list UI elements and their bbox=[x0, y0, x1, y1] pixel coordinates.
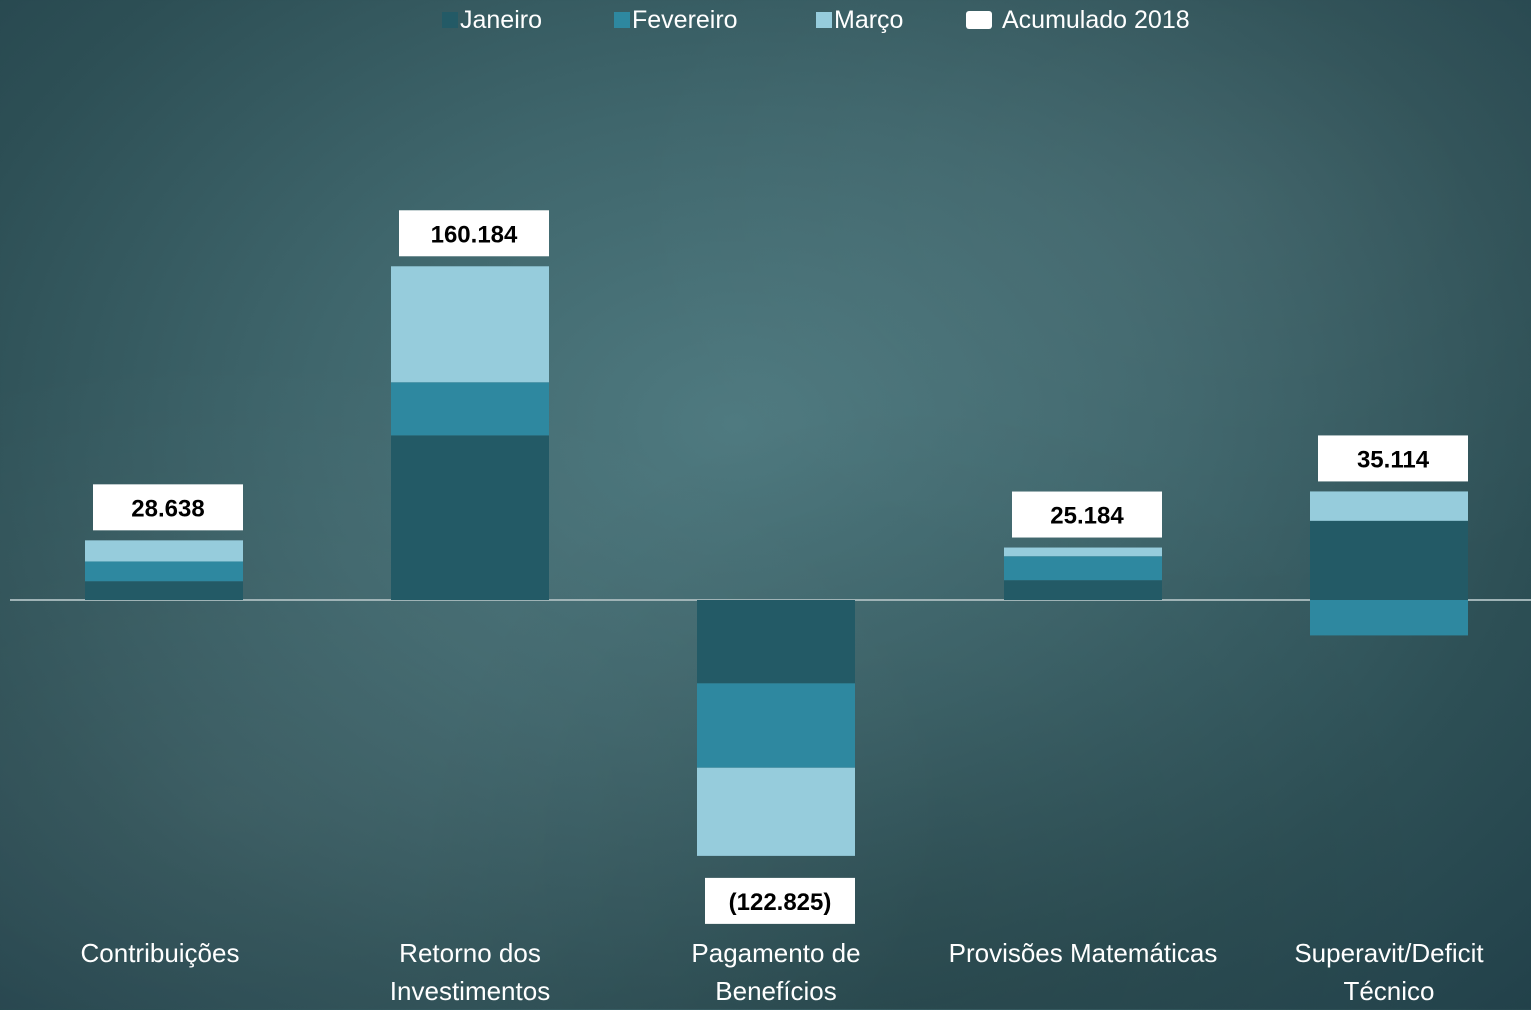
category-label-3: Provisões Matemáticas bbox=[948, 938, 1218, 968]
legend-item-marco: Março bbox=[816, 4, 903, 36]
bar-fevereiro-2 bbox=[697, 683, 855, 768]
accumulated-label-box-0 bbox=[93, 484, 243, 531]
bar-março-1 bbox=[391, 266, 549, 383]
bar-janeiro-1 bbox=[391, 435, 549, 600]
bar-fevereiro-0 bbox=[85, 561, 243, 582]
accumulated-label-box-2 bbox=[705, 877, 855, 924]
bar-fevereiro-1 bbox=[391, 382, 549, 436]
bar-março-4 bbox=[1310, 491, 1468, 521]
bar-janeiro-4 bbox=[1310, 520, 1468, 600]
legend-swatch-acumulado bbox=[966, 11, 992, 29]
legend-item-janeiro: Janeiro bbox=[442, 4, 542, 36]
bar-fevereiro-3 bbox=[1004, 556, 1162, 581]
bar-janeiro-0 bbox=[85, 581, 243, 600]
bar-janeiro-3 bbox=[1004, 580, 1162, 600]
accumulated-label-4: 35.114 bbox=[1357, 446, 1430, 473]
legend-label-marco: Março bbox=[834, 6, 904, 34]
legend-item-fevereiro: Fevereiro bbox=[614, 4, 738, 36]
accumulated-label-3: 25.184 bbox=[1050, 503, 1124, 530]
legend-swatch-marco bbox=[816, 12, 832, 28]
accumulated-label-box-1 bbox=[399, 210, 549, 257]
legend-item-acumulado: Acumulado 2018 bbox=[966, 4, 1190, 36]
legend-swatch-fevereiro bbox=[614, 12, 630, 28]
category-label-0: Contribuições bbox=[80, 938, 240, 968]
category-label-2: Pagamento de Benefícios bbox=[691, 938, 861, 1006]
accumulated-label-box-4 bbox=[1318, 435, 1468, 482]
legend: Janeiro Fevereiro Março Acumulado 2018 bbox=[0, 4, 1531, 38]
category-label-4: Superavit/Deficit Técnico bbox=[1294, 938, 1484, 1006]
bar-janeiro-2 bbox=[697, 600, 855, 684]
legend-label-janeiro: Janeiro bbox=[460, 6, 542, 34]
accumulated-label-0: 28.638 bbox=[131, 495, 204, 522]
legend-label-fevereiro: Fevereiro bbox=[632, 6, 738, 34]
category-label-1: Retorno dos Investimentos bbox=[389, 938, 551, 1006]
bar-março-0 bbox=[85, 540, 243, 562]
bar-março-3 bbox=[1004, 547, 1162, 557]
accumulated-label-2: (122.825) bbox=[729, 889, 832, 916]
legend-swatch-janeiro bbox=[442, 12, 458, 28]
bar-março-2 bbox=[697, 767, 855, 856]
legend-label-acumulado: Acumulado 2018 bbox=[1002, 6, 1190, 34]
accumulated-label-box-3 bbox=[1012, 491, 1162, 538]
accumulated-label-1: 160.184 bbox=[431, 221, 518, 248]
bar-fevereiro-4 bbox=[1310, 600, 1468, 636]
